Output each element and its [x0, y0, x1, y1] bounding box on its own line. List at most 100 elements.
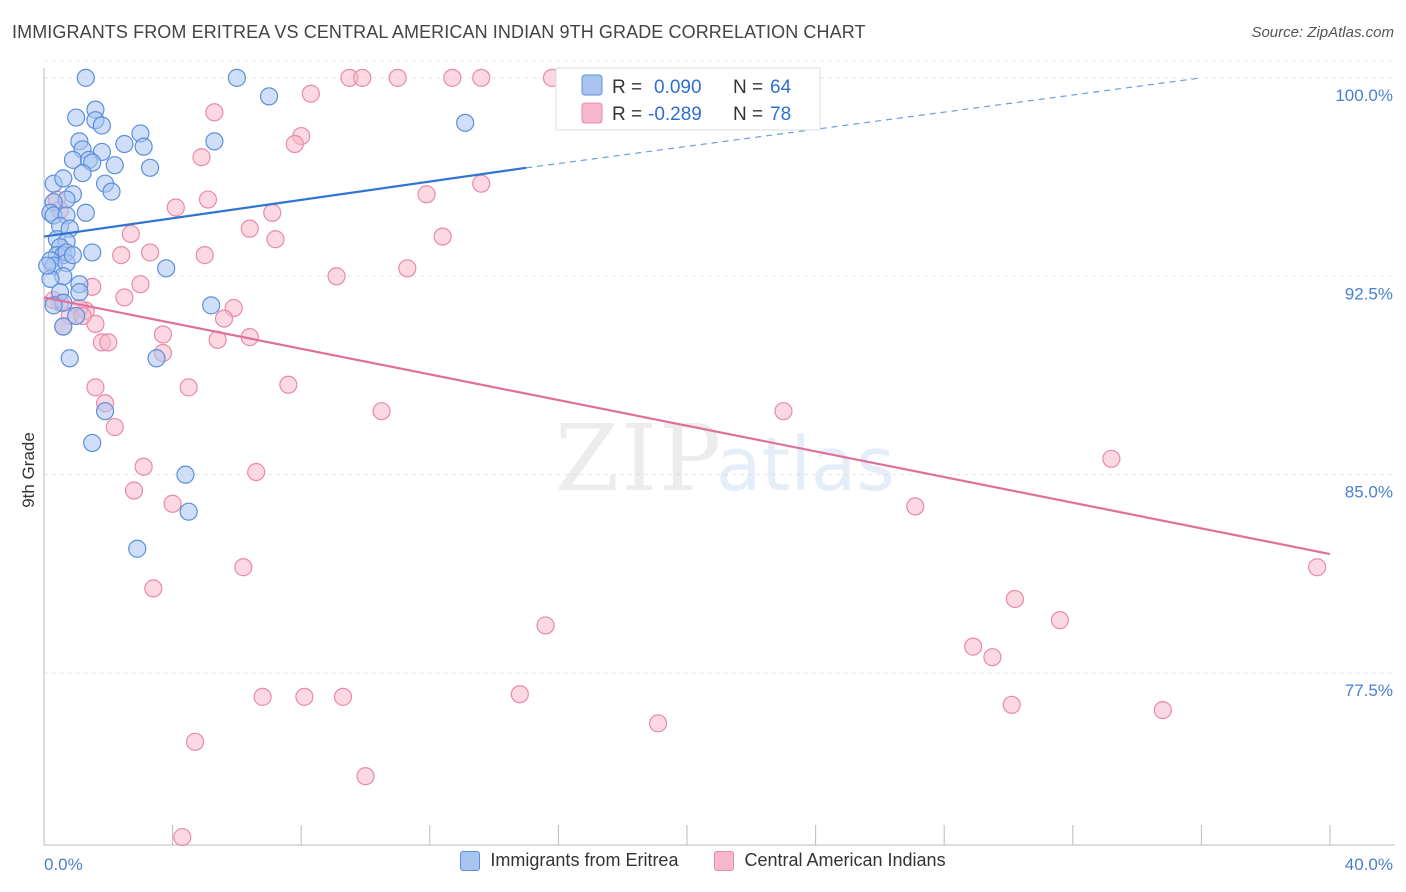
point-immigrants-from-eritrea	[105, 156, 124, 175]
point-immigrants-from-eritrea	[76, 203, 95, 222]
point-immigrants-from-eritrea	[54, 169, 73, 188]
point-central-american-indians	[198, 190, 218, 209]
svg-text:atlas: atlas	[716, 422, 895, 508]
n-label-pink: N =	[733, 104, 763, 125]
point-central-american-indians	[433, 227, 452, 246]
point-central-american-indians	[131, 275, 150, 294]
point-central-american-indians	[1050, 611, 1070, 630]
n-value-blue: 64	[770, 77, 792, 98]
point-central-american-indians	[443, 68, 462, 87]
point-central-american-indians	[906, 497, 925, 516]
x-tick-label-min: 0.0%	[44, 855, 83, 874]
trend-line-central-american-indians	[43, 296, 1331, 556]
point-central-american-indians	[163, 494, 182, 513]
y-axis-label: 9th Grade	[19, 432, 38, 508]
point-immigrants-from-eritrea	[102, 182, 121, 201]
point-central-american-indians	[472, 68, 491, 87]
y-tick-label: 77.5%	[1345, 681, 1393, 700]
point-immigrants-from-eritrea	[259, 87, 279, 106]
point-central-american-indians	[195, 246, 214, 265]
chart-title: IMMIGRANTS FROM ERITREA VS CENTRAL AMERI…	[12, 22, 866, 42]
x-tick-label-max: 40.0%	[1345, 855, 1393, 874]
point-central-american-indians	[121, 224, 140, 244]
point-central-american-indians	[153, 325, 173, 344]
point-central-american-indians	[372, 402, 391, 421]
point-central-american-indians	[1308, 558, 1327, 577]
point-central-american-indians	[179, 378, 198, 397]
trend-line-eritrea	[43, 166, 527, 238]
gridlines	[44, 60, 1395, 674]
point-immigrants-from-eritrea	[176, 465, 195, 484]
point-central-american-indians	[333, 687, 353, 706]
legend-item-eritrea[interactable]: Immigrants from Eritrea	[460, 850, 678, 871]
point-central-american-indians	[295, 687, 314, 706]
series-immigrants-from-eritrea	[38, 68, 475, 558]
svg-text:ZIP: ZIP	[555, 405, 723, 512]
y-tick-label: 100.0%	[1335, 86, 1393, 105]
trend-lines	[43, 77, 1331, 556]
point-immigrants-from-eritrea	[83, 243, 102, 262]
point-central-american-indians	[173, 827, 192, 847]
stats-swatch-blue	[581, 74, 603, 96]
point-central-american-indians	[263, 203, 282, 222]
legend-item-central-american-indians[interactable]: Central American Indians	[714, 850, 946, 871]
point-immigrants-from-eritrea	[134, 137, 153, 156]
point-central-american-indians	[510, 685, 529, 704]
point-central-american-indians	[134, 457, 153, 476]
point-immigrants-from-eritrea	[128, 539, 147, 558]
tick-labels: 77.5% 85.0% 92.5% 100.0% 0.0% 40.0%	[44, 86, 1393, 874]
point-central-american-indians	[186, 732, 205, 751]
point-central-american-indians	[105, 417, 124, 437]
point-immigrants-from-eritrea	[67, 306, 86, 326]
stats-swatch-pink	[581, 102, 603, 124]
axes	[43, 68, 1395, 846]
point-central-american-indians	[192, 148, 211, 167]
n-label-blue: N =	[733, 77, 763, 98]
point-central-american-indians	[144, 579, 163, 598]
n-value-pink: 78	[770, 104, 791, 125]
point-immigrants-from-eritrea	[67, 108, 86, 127]
point-immigrants-from-eritrea	[179, 502, 198, 521]
legend-label-eritrea: Immigrants from Eritrea	[490, 850, 679, 870]
legend: Immigrants from Eritrea Central American…	[0, 850, 1406, 871]
point-immigrants-from-eritrea	[54, 317, 73, 336]
legend-swatch-blue	[460, 850, 481, 871]
point-central-american-indians	[234, 558, 253, 577]
point-central-american-indians	[1153, 700, 1172, 720]
point-central-american-indians	[1102, 449, 1121, 468]
stats-box: R = 0.090 N = 64 R = -0.289 N = 78	[555, 67, 821, 131]
point-central-american-indians	[353, 68, 372, 87]
r-value-blue: 0.090	[654, 77, 702, 98]
legend-swatch-pink	[714, 850, 735, 871]
point-central-american-indians	[983, 648, 1002, 667]
y-tick-label: 85.0%	[1345, 483, 1393, 502]
point-central-american-indians	[140, 243, 160, 262]
point-immigrants-from-eritrea	[70, 283, 89, 302]
point-central-american-indians	[356, 767, 375, 786]
point-central-american-indians	[214, 309, 234, 328]
point-central-american-indians	[388, 68, 407, 87]
point-central-american-indians	[86, 378, 105, 397]
point-central-american-indians	[99, 333, 118, 352]
point-immigrants-from-eritrea	[140, 158, 160, 177]
point-central-american-indians	[205, 103, 224, 122]
r-label-blue: R =	[612, 77, 642, 98]
point-immigrants-from-eritrea	[202, 296, 221, 315]
point-central-american-indians	[266, 230, 285, 249]
y-tick-label: 92.5%	[1345, 284, 1393, 303]
point-immigrants-from-eritrea	[76, 68, 95, 87]
point-central-american-indians	[774, 402, 793, 421]
point-central-american-indians	[124, 481, 144, 500]
point-central-american-indians	[166, 198, 185, 217]
point-central-american-indians	[253, 687, 272, 706]
source-note: Source: ZipAtlas.com	[1251, 24, 1394, 41]
point-immigrants-from-eritrea	[92, 116, 111, 135]
point-central-american-indians	[398, 259, 417, 278]
point-immigrants-from-eritrea	[227, 68, 246, 87]
point-central-american-indians	[285, 134, 304, 154]
point-immigrants-from-eritrea	[83, 433, 102, 453]
point-immigrants-from-eritrea	[73, 164, 92, 183]
point-central-american-indians	[115, 288, 134, 307]
point-central-american-indians	[279, 375, 298, 394]
point-immigrants-from-eritrea	[60, 349, 79, 368]
